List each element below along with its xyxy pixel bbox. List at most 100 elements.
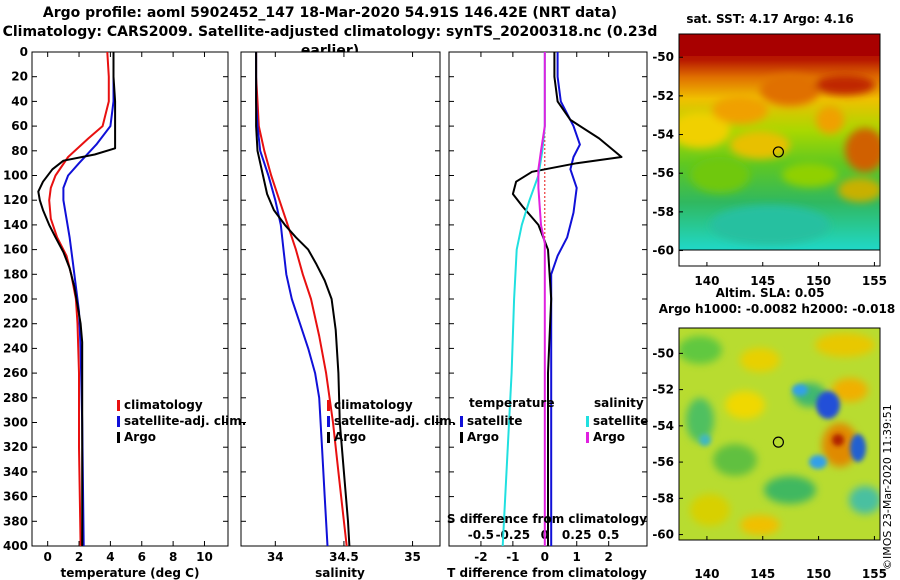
argo-location-marker xyxy=(772,436,784,448)
sla-map-title-1: Altim. SLA: 0.05 xyxy=(716,286,825,300)
series-line-satellite-adj-clim- xyxy=(62,52,115,546)
legend-label-satellite: satellite-adj. clim. xyxy=(124,414,246,428)
y-tick-label: 320 xyxy=(3,440,28,454)
y-tick-label: 80 xyxy=(11,144,28,158)
series-line-temperature-argo xyxy=(511,52,623,546)
y-tick-label: 220 xyxy=(3,317,28,331)
temperature-panel: 0 20 40 60 80 100 120 140 160 180 200 220 240 260 280 3… xyxy=(3,45,229,580)
series-line-salinity-argo xyxy=(537,52,546,546)
x-tick-label: 35 xyxy=(404,550,421,564)
legend-label-argo: Argo xyxy=(124,430,156,444)
y-tick-label: 120 xyxy=(3,193,28,207)
legend-swatch-t-satellite xyxy=(460,416,463,427)
y-tick-label: 340 xyxy=(3,465,28,479)
series-line-climatology xyxy=(48,52,110,546)
x-tick-label: 2 xyxy=(604,550,612,564)
legend-label-s-argo: Argo xyxy=(593,430,625,444)
legend-swatch-climatology xyxy=(327,400,330,411)
y-tick-label: 60 xyxy=(11,119,28,133)
legend-swatch-argo xyxy=(327,432,330,443)
y-tick-label: 180 xyxy=(3,267,28,281)
y-tick-label: 20 xyxy=(11,70,28,84)
y-tick-label: 300 xyxy=(3,416,28,430)
sst-map-title: sat. SST: 4.17 Argo: 4.16 xyxy=(686,12,853,26)
sst-map: sat. SST: 4.17 Argo: 4.16 140 145 150 155 -5… xyxy=(652,12,887,288)
x-tick-label: 4 xyxy=(106,550,114,564)
map-y-tick-label: -56 xyxy=(652,166,674,180)
map-y-tick-label: -52 xyxy=(652,89,674,103)
map-y-tick-label: -54 xyxy=(652,128,674,142)
map-x-tick-label: 150 xyxy=(806,274,831,288)
legend-swatch-s-argo xyxy=(586,432,589,443)
x-tick-label: 6 xyxy=(138,550,146,564)
legend-label-satellite: satellite-adj. clim. xyxy=(334,414,456,428)
series-line-argo xyxy=(255,52,351,546)
legend-header-temperature: temperature xyxy=(469,396,554,410)
x-tick-label: -2 xyxy=(474,550,487,564)
y-tick-label: 280 xyxy=(3,391,28,405)
x-tick-label: 34.5 xyxy=(329,550,359,564)
legend-label-t-argo: Argo xyxy=(467,430,499,444)
y-tick-label: 160 xyxy=(3,243,28,257)
y-tick-label: 140 xyxy=(3,218,28,232)
x-tick-label: -1 xyxy=(506,550,519,564)
legend-header-salinity: salinity xyxy=(594,396,644,410)
sla-map: Altim. SLA: 0.05 Argo h1000: -0.0082 h20… xyxy=(652,286,895,580)
y-tick-label: 200 xyxy=(3,292,28,306)
map-x-tick-label: 155 xyxy=(862,567,887,580)
map-y-tick-label: -58 xyxy=(652,205,674,219)
legend-label-argo: Argo xyxy=(334,430,366,444)
map-y-tick-label: -54 xyxy=(652,419,674,433)
legend-label-climatology: climatology xyxy=(124,398,203,412)
series-line-argo xyxy=(37,52,117,546)
y-tick-label: 400 xyxy=(3,539,28,553)
legend-label-s-satellite: satellite xyxy=(593,414,648,428)
x-tick-label: 34 xyxy=(267,550,284,564)
map-y-tick-label: -50 xyxy=(652,50,674,64)
x-tick-label: 0 xyxy=(541,550,549,564)
legend-swatch-argo xyxy=(117,432,120,443)
map-x-tick-label: 155 xyxy=(862,274,887,288)
y-tick-label: 100 xyxy=(3,169,28,183)
x-tick-label: 1 xyxy=(573,550,581,564)
legend-swatch-climatology xyxy=(117,400,120,411)
map-y-tick-label: -60 xyxy=(652,528,674,542)
salinity-panel: 34 34.5 35 salinity xyxy=(240,51,441,580)
legend-label-t-satellite: satellite xyxy=(467,414,522,428)
y-tick-label: 240 xyxy=(3,341,28,355)
temperature-xlabel: temperature (deg C) xyxy=(61,566,200,580)
imos-watermark: ©IMOS 23-Mar-2020 11:39:51 xyxy=(881,404,894,570)
sla-map-title-2: Argo h1000: -0.0082 h2000: -0.018 xyxy=(659,302,895,316)
map-y-tick-label: -56 xyxy=(652,455,674,469)
map-x-tick-label: 145 xyxy=(750,567,775,580)
t-difference-xlabel: T difference from climatology xyxy=(447,566,647,580)
argo-location-marker xyxy=(772,146,784,158)
series-line-satellite-adj-clim- xyxy=(255,52,329,546)
y-tick-label: 380 xyxy=(3,514,28,528)
map-y-tick-label: -58 xyxy=(652,491,674,505)
legend-swatch-t-argo xyxy=(460,432,463,443)
y-tick-label: 360 xyxy=(3,490,28,504)
y-tick-label: 40 xyxy=(11,94,28,108)
s-tick-label: 0.5 xyxy=(598,528,619,542)
map-x-tick-label: 140 xyxy=(694,567,719,580)
x-tick-label: 2 xyxy=(75,550,83,564)
title-line-1: Argo profile: aoml 5902452_147 18-Mar-20… xyxy=(42,5,618,21)
difference-legend: temperature satellite Argo salinity sate… xyxy=(460,396,648,444)
map-y-tick-label: -50 xyxy=(652,346,674,360)
y-tick-label: 260 xyxy=(3,366,28,380)
map-x-tick-label: 140 xyxy=(694,274,719,288)
temperature-legend: climatology satellite-adj. clim. Argo xyxy=(117,398,246,444)
map-x-tick-label: 145 xyxy=(750,274,775,288)
x-tick-label: 0 xyxy=(44,550,52,564)
legend-swatch-s-satellite xyxy=(586,416,589,427)
s-tick-label: -0.5 xyxy=(468,528,494,542)
s-tick-label: -0.25 xyxy=(496,528,531,542)
s-tick-label: 0.25 xyxy=(562,528,592,542)
map-x-tick-label: 150 xyxy=(806,567,831,580)
legend-swatch-satellite xyxy=(117,416,120,427)
x-tick-label: 8 xyxy=(169,550,177,564)
legend-swatch-satellite xyxy=(327,416,330,427)
x-tick-label: 10 xyxy=(196,550,213,564)
